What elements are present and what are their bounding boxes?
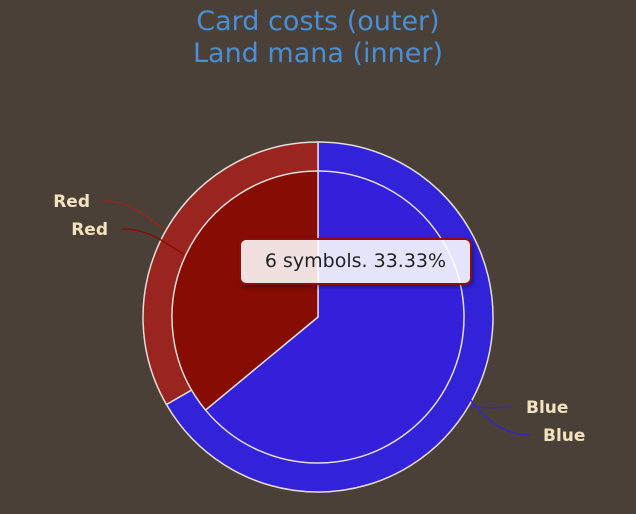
outer-label-red: Red [53,192,90,212]
chart-title: Card costs (outer) Land mana (inner) [0,6,636,70]
inner-connector-blue [451,379,531,436]
outer-label-blue: Blue [526,398,568,418]
outer-connector-blue [471,404,513,409]
chart-title-line-1: Card costs (outer) [196,6,440,37]
outer-connector-red [103,200,165,230]
tooltip: 6 symbols. 33.33% [239,238,472,285]
inner-slice-red[interactable] [171,170,319,412]
inner-label-blue: Blue [543,426,585,446]
inner-label-red: Red [71,220,108,240]
chart-title-line-2: Land mana (inner) [192,38,443,69]
inner-connector-red [121,228,185,255]
